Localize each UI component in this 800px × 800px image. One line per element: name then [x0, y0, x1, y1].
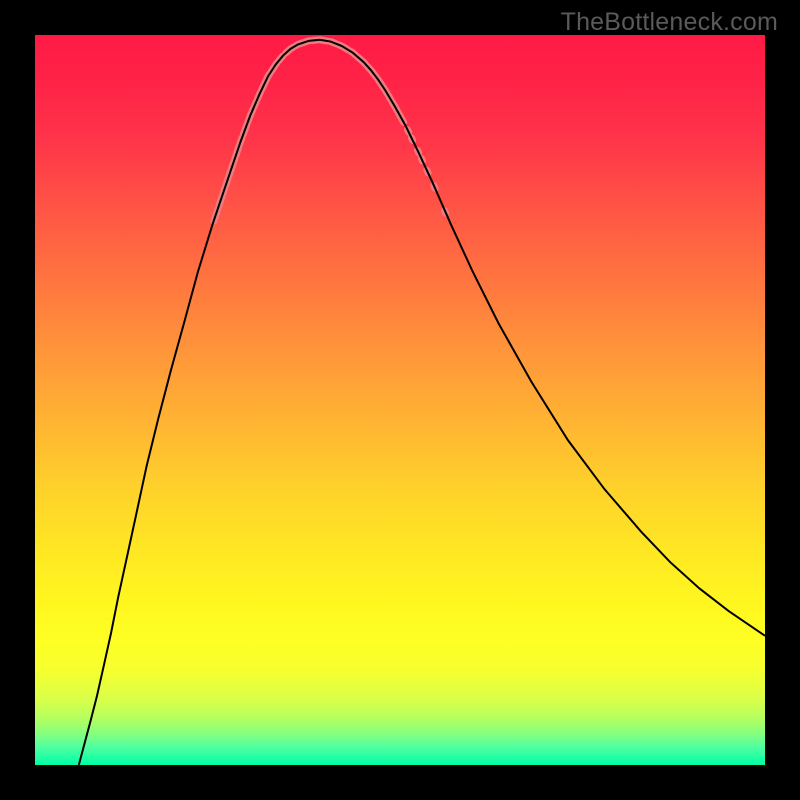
plot-area — [35, 35, 765, 765]
marker-band-right — [320, 40, 448, 218]
marker-band-left — [214, 40, 320, 221]
bottleneck-curve — [79, 40, 765, 765]
watermark-text: TheBottleneck.com — [561, 8, 778, 37]
curve-layer — [35, 35, 765, 765]
